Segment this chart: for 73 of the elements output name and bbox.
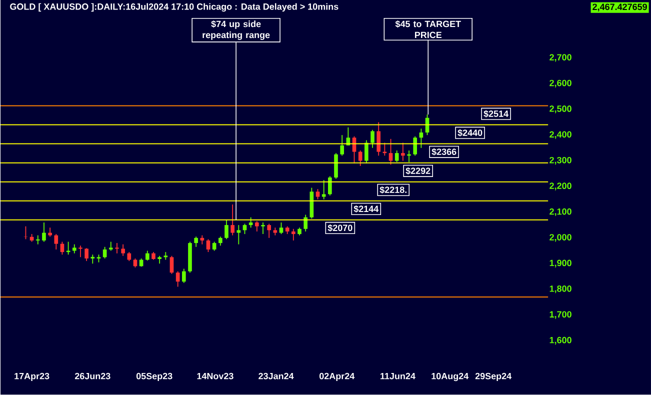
x-tick-label: 10Aug24 (432, 373, 469, 382)
candlestick (316, 188, 320, 200)
ref-line-label: $2440 (458, 129, 482, 137)
ref-line-label: $2292 (406, 167, 430, 175)
candlestick (78, 245, 82, 258)
candlestick (54, 234, 58, 250)
candlestick (236, 224, 241, 245)
candlestick (304, 214, 308, 232)
candlestick (127, 252, 132, 262)
ref-line-label: $2070 (328, 224, 352, 232)
x-tick-label: 14Nov23 (197, 373, 234, 380)
candlestick (36, 235, 40, 245)
y-tick-label: 1,800 (550, 286, 572, 294)
candlestick (364, 140, 368, 164)
y-tick-label: 2,200 (550, 182, 572, 190)
candlestick (322, 180, 326, 200)
candlestick (394, 150, 399, 163)
candlestick (261, 222, 265, 235)
candlestick (200, 235, 204, 245)
x-tick-label: 29Sep24 (475, 373, 512, 382)
candlestick (413, 136, 418, 156)
candlestick (24, 226, 28, 240)
annotation: $45 to TARGET PRICE (395, 20, 461, 38)
candlestick (230, 204, 234, 236)
y-tick-label: 1,700 (550, 311, 572, 320)
y-tick-label: 2,000 (550, 234, 572, 242)
x-tick-label: 26Jun23 (74, 373, 110, 380)
y-tick-label: 2,300 (550, 157, 572, 165)
annotation: $74 up side repeating range (202, 20, 270, 40)
candlestick (376, 122, 381, 156)
candlestick (176, 271, 180, 288)
ref-line-label: $2366 (432, 148, 456, 156)
candlestick (328, 176, 332, 196)
y-tick-label: 2,700 (550, 54, 572, 62)
candlestick (194, 236, 198, 248)
candlestick (255, 220, 259, 232)
y-tick-label: 2,600 (550, 80, 572, 88)
candlestick (206, 238, 210, 253)
candlestick (370, 130, 374, 149)
candlestick (340, 134, 344, 156)
x-tick-label: 02Apr24 (319, 373, 355, 382)
x-tick-label: 23Jan24 (258, 373, 294, 380)
y-tick-label: 2,100 (550, 208, 572, 216)
x-tick-label: 17Apr23 (14, 373, 50, 382)
candlestick (42, 222, 46, 242)
candlestick (121, 244, 125, 256)
x-tick-label: 05Sep23 (136, 373, 172, 382)
candlestick (292, 228, 296, 242)
y-tick-label: 1,900 (550, 260, 572, 268)
x-tick-label: 11Jun24 (380, 373, 416, 380)
candlestick (401, 142, 405, 162)
y-tick-label: 1,600 (550, 337, 572, 345)
candlestick (164, 252, 168, 260)
ref-line-label: $2218. (380, 186, 406, 194)
candlestick (84, 248, 88, 262)
y-tick-label: 2,400 (550, 131, 572, 140)
chart-title: GOLD [ XAUUSDO ]:DAILY:16Jul2024 17:10 Chicago : Data Delayed > 10mins (10, 3, 338, 12)
candlestick (334, 152, 338, 180)
candlestick (388, 138, 393, 166)
candlestick (115, 242, 119, 254)
candlestick (224, 220, 228, 240)
candlestick (182, 268, 186, 284)
candlestick (279, 222, 284, 235)
candlestick (145, 250, 150, 262)
candlestick (267, 223, 271, 239)
ref-line-label: $2514 (484, 110, 508, 118)
candlestick (170, 256, 174, 274)
y-tick-label: 2,500 (550, 106, 572, 114)
candlestick (358, 150, 362, 167)
candlestick (90, 254, 95, 264)
text: 2,467.427659 (592, 4, 647, 12)
ref-line-label: $2144 (354, 205, 379, 213)
candlestick (248, 217, 253, 228)
